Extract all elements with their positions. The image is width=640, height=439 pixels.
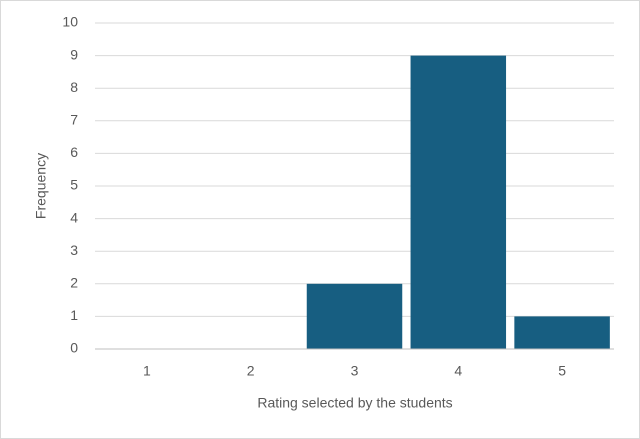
y-tick-label: 9 [70,46,78,62]
y-tick-label: 8 [70,79,78,95]
x-tick-label: 4 [454,363,462,379]
x-tick-label: 1 [143,363,151,379]
bar [306,283,403,349]
x-tick-label: 5 [558,363,566,379]
y-axis-title: Frequency [33,153,49,219]
x-axis-title: Rating selected by the students [257,395,452,411]
y-tick-label: 1 [70,307,78,323]
y-tick-label: 0 [70,340,78,356]
y-tick-label: 5 [70,177,78,193]
bar [410,55,507,349]
y-tick-label: 3 [70,242,78,258]
y-tick-label: 6 [70,144,78,160]
x-tick-label: 2 [247,363,255,379]
x-tick-label: 3 [351,363,359,379]
y-tick-label: 10 [62,14,78,30]
y-tick-label: 7 [70,112,78,128]
bar [514,316,610,349]
y-tick-label: 2 [70,275,78,291]
y-tick-label: 4 [70,209,78,225]
